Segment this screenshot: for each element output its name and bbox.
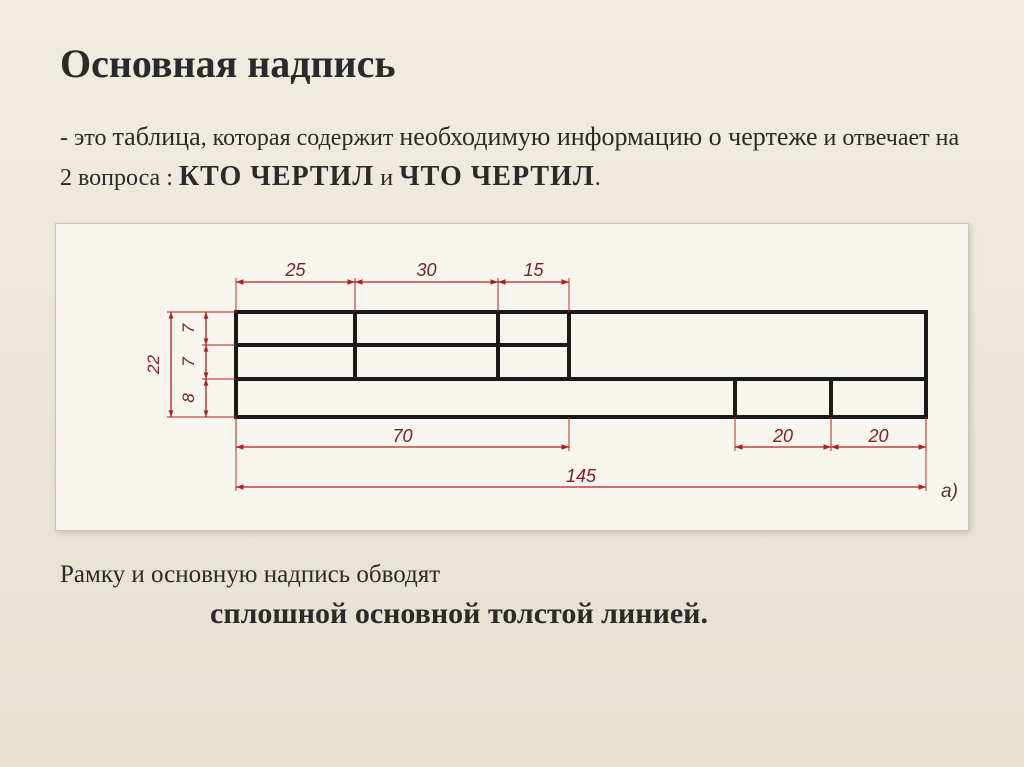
desc-text: . xyxy=(595,165,601,191)
svg-text:145: 145 xyxy=(566,466,597,486)
svg-text:15: 15 xyxy=(523,260,544,280)
diagram-container: 25 30 15 70 20 20 145 7 7 8 22 а) xyxy=(55,223,969,531)
footer-line-1: Рамку и основную надпись обводят xyxy=(60,561,964,589)
svg-text:70: 70 xyxy=(392,426,412,446)
svg-text:22: 22 xyxy=(144,355,163,375)
desc-text: необходимую информацию о чертеже xyxy=(399,122,817,151)
slide: Основная надпись - это таблица, которая … xyxy=(0,0,1024,767)
svg-text:7: 7 xyxy=(179,357,198,367)
desc-text: ЧТО ЧЕРТИЛ xyxy=(399,161,595,192)
svg-text:20: 20 xyxy=(772,426,793,446)
footer-dot: . xyxy=(700,597,708,630)
svg-text:а): а) xyxy=(941,481,958,502)
desc-text: - это xyxy=(60,125,112,151)
desc-text: таблица xyxy=(112,122,200,151)
slide-title: Основная надпись xyxy=(60,40,974,87)
svg-text:25: 25 xyxy=(284,260,306,280)
svg-text:7: 7 xyxy=(179,323,198,333)
desc-text: КТО ЧЕРТИЛ xyxy=(179,161,374,192)
footer-emph-text: сплошной основной толстой линией xyxy=(210,597,700,630)
svg-text:8: 8 xyxy=(179,393,198,403)
desc-text: , которая содержит xyxy=(201,125,400,151)
title-block-diagram: 25 30 15 70 20 20 145 7 7 8 22 а) xyxy=(86,242,966,512)
svg-text:20: 20 xyxy=(867,426,888,446)
footer-line-2: сплошной основной толстой линией. xyxy=(210,597,964,631)
description: - это таблица, которая содержит необходи… xyxy=(60,117,964,198)
svg-text:30: 30 xyxy=(416,260,436,280)
desc-text: и xyxy=(374,165,399,191)
